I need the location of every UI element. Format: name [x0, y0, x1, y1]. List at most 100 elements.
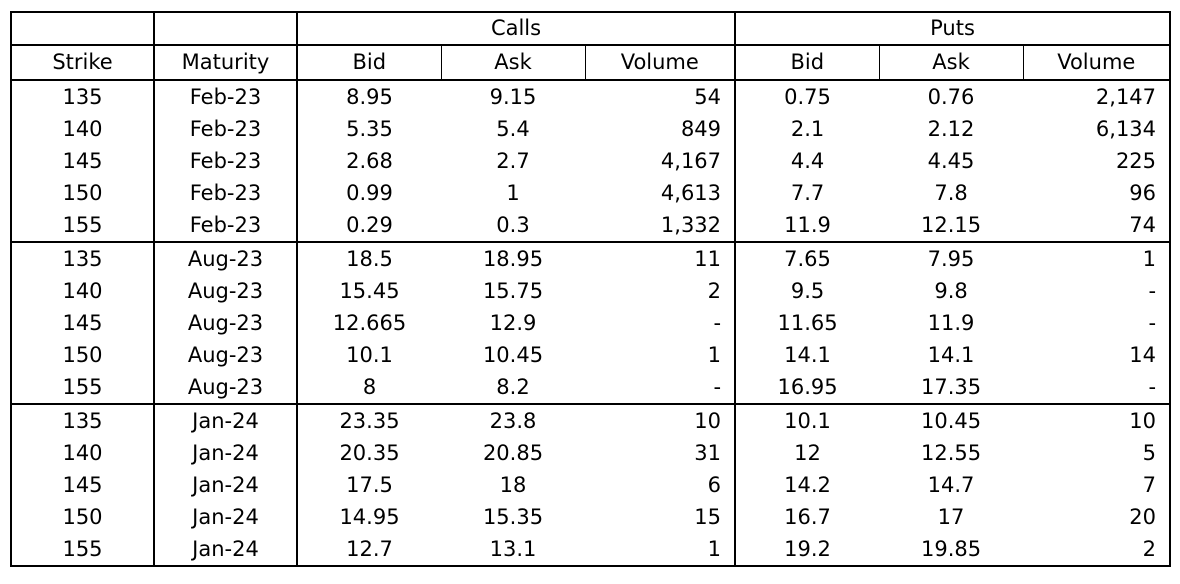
- cell-put-volume: -: [1023, 275, 1172, 307]
- cell-strike: 155: [10, 209, 154, 243]
- cell-maturity: Jan-24: [153, 501, 297, 533]
- cell-call-bid: 5.35: [296, 113, 441, 145]
- cell-put-volume: 6,134: [1023, 113, 1172, 145]
- table-row: 135 Aug-23 18.5 18.95 11 7.65 7.95 1: [10, 242, 1172, 275]
- cell-call-volume: 1: [585, 533, 736, 567]
- cell-maturity: Jan-24: [153, 469, 297, 501]
- table-row: 150 Jan-24 14.95 15.35 15 16.7 17 20: [10, 501, 1172, 533]
- cell-call-volume: 2: [707, 278, 722, 303]
- calls-group-header: Calls: [295, 11, 736, 45]
- cell-maturity: Feb-23: [153, 177, 297, 209]
- cell-maturity: Aug-23: [153, 371, 297, 405]
- cell-maturity: Aug-23: [153, 307, 297, 339]
- cell-maturity: Aug-23: [153, 242, 297, 275]
- cell-strike: 140: [10, 275, 154, 307]
- cell-call-volume: -: [585, 371, 736, 405]
- cell-call-ask: 5.4: [496, 116, 530, 141]
- cell-maturity: Jan-24: [153, 533, 297, 567]
- cell-maturity: Jan-24: [153, 404, 297, 437]
- table-row: 140 Jan-24 20.35 20.85 31 12 12.55 5: [10, 437, 1172, 469]
- cell-call-ask: 2.7: [496, 148, 530, 173]
- cell-put-volume: 1: [1023, 242, 1172, 275]
- table-row: 150 Feb-23 0.99 1 4,613 7.7 7.8 96: [10, 177, 1172, 209]
- cell-put-volume: 5: [1023, 437, 1172, 469]
- cell-put-ask: 12.55: [920, 440, 982, 465]
- cell-call-bid: 10.1: [296, 339, 441, 371]
- cell-maturity: Jan-24: [153, 437, 297, 469]
- puts-group-header: Puts: [734, 11, 1172, 45]
- cell-strike: 150: [10, 177, 154, 209]
- cell-call-ask: 12.9: [489, 310, 537, 335]
- cell-maturity: Aug-23: [153, 275, 297, 307]
- cell-maturity: Feb-23: [153, 145, 297, 177]
- table-row: 155 Aug-23 8 8.2-16.95 17.35-: [10, 371, 1172, 405]
- cell-maturity: Feb-23: [153, 113, 297, 145]
- table-row: 145 Jan-24 17.5 18 6 14.2 14.7 7: [10, 469, 1172, 501]
- cell-call-volume: 10: [694, 408, 722, 433]
- table-row: 155 Feb-23 0.29 0.3 1,332 11.9 12.15 74: [10, 209, 1172, 243]
- column-header-put-bid: Bid: [734, 44, 880, 81]
- cell-call-volume: 54: [694, 84, 722, 109]
- cell-call-bid: 23.35: [296, 404, 441, 437]
- cell-put-bid: 4.4: [734, 145, 880, 177]
- cell-put-volume: 2,147: [1023, 80, 1172, 113]
- cell-call-ask: 23.8: [489, 408, 537, 433]
- cell-call-bid: 17.5: [296, 469, 441, 501]
- cell-call-bid: 20.35: [296, 437, 441, 469]
- cell-call-volume: 1,332: [585, 209, 736, 243]
- cell-put-bid: 0.75: [734, 80, 880, 113]
- cell-put-volume: 96: [1023, 177, 1172, 209]
- cell-put-ask: 7.95: [927, 246, 975, 271]
- cell-call-bid: 12.7: [296, 533, 441, 567]
- cell-call-volume: 849: [680, 116, 722, 141]
- cell-call-ask: 15.75: [482, 278, 544, 303]
- cell-maturity: Aug-23: [153, 339, 297, 371]
- cell-strike: 135: [10, 80, 154, 113]
- cell-call-bid: 18.5: [296, 242, 441, 275]
- cell-put-bid: 14.1: [734, 339, 880, 371]
- cell-call-volume: 31: [694, 440, 722, 465]
- cell-call-bid: 0.29: [296, 209, 441, 243]
- cell-strike: 135: [10, 404, 154, 437]
- cell-put-ask: 14.7: [927, 472, 975, 497]
- cell-call-ask: 10.45: [482, 342, 544, 367]
- cell-put-bid: 9.5: [734, 275, 880, 307]
- cell-call-bid: 12.665: [296, 307, 441, 339]
- cell-strike: 140: [10, 437, 154, 469]
- cell-put-ask: 9.8: [934, 278, 968, 303]
- cell-put-ask: 14.1: [927, 342, 975, 367]
- cell-call-ask: 18: [499, 472, 527, 497]
- cell-call-volume: -: [713, 310, 722, 335]
- cell-put-ask: 17.35: [879, 371, 1024, 405]
- cell-call-ask: 1: [506, 180, 520, 205]
- column-header-call-ask: Ask: [440, 44, 585, 81]
- cell-call-bid: 8.95: [296, 80, 441, 113]
- cell-put-bid: 10.1: [734, 404, 880, 437]
- cell-put-volume: 14: [1023, 339, 1172, 371]
- cell-put-bid: 16.95: [734, 371, 880, 405]
- column-header-call-bid: Bid: [296, 44, 441, 81]
- cell-call-ask: 8.2: [441, 371, 585, 405]
- table-row: 140 Feb-23 5.35 5.4 849 2.1 2.12 6,134: [10, 113, 1172, 145]
- cell-call-bid: 14.95: [296, 501, 441, 533]
- cell-strike: 135: [10, 242, 154, 275]
- cell-put-bid: 11.65: [734, 307, 880, 339]
- table-row: 150 Aug-23 10.1 10.45 1 14.1 14.1 14: [10, 339, 1172, 371]
- cell-put-volume: 7: [1023, 469, 1172, 501]
- cell-put-volume: -: [1023, 371, 1172, 405]
- cell-put-volume: 225: [1023, 145, 1172, 177]
- table-row: 145 Feb-23 2.68 2.7 4,167 4.4 4.45 225: [10, 145, 1172, 177]
- cell-strike: 145: [10, 469, 154, 501]
- cell-put-ask: 4.45: [927, 148, 975, 173]
- cell-call-ask: 15.35: [482, 504, 544, 529]
- cell-put-ask: 12.15: [879, 209, 1024, 243]
- column-header-row: Strike Maturity Bid Ask Volume Bid Ask V…: [10, 44, 1172, 81]
- cell-put-bid: 2.1: [734, 113, 880, 145]
- cell-call-volume: 6: [707, 472, 722, 497]
- cell-call-bid: 15.45: [296, 275, 441, 307]
- cell-put-volume: 10: [1023, 404, 1172, 437]
- cell-call-bid: 2.68: [296, 145, 441, 177]
- cell-maturity: Feb-23: [153, 80, 297, 113]
- cell-strike: 145: [10, 145, 154, 177]
- cell-put-ask: 11.9: [927, 310, 975, 335]
